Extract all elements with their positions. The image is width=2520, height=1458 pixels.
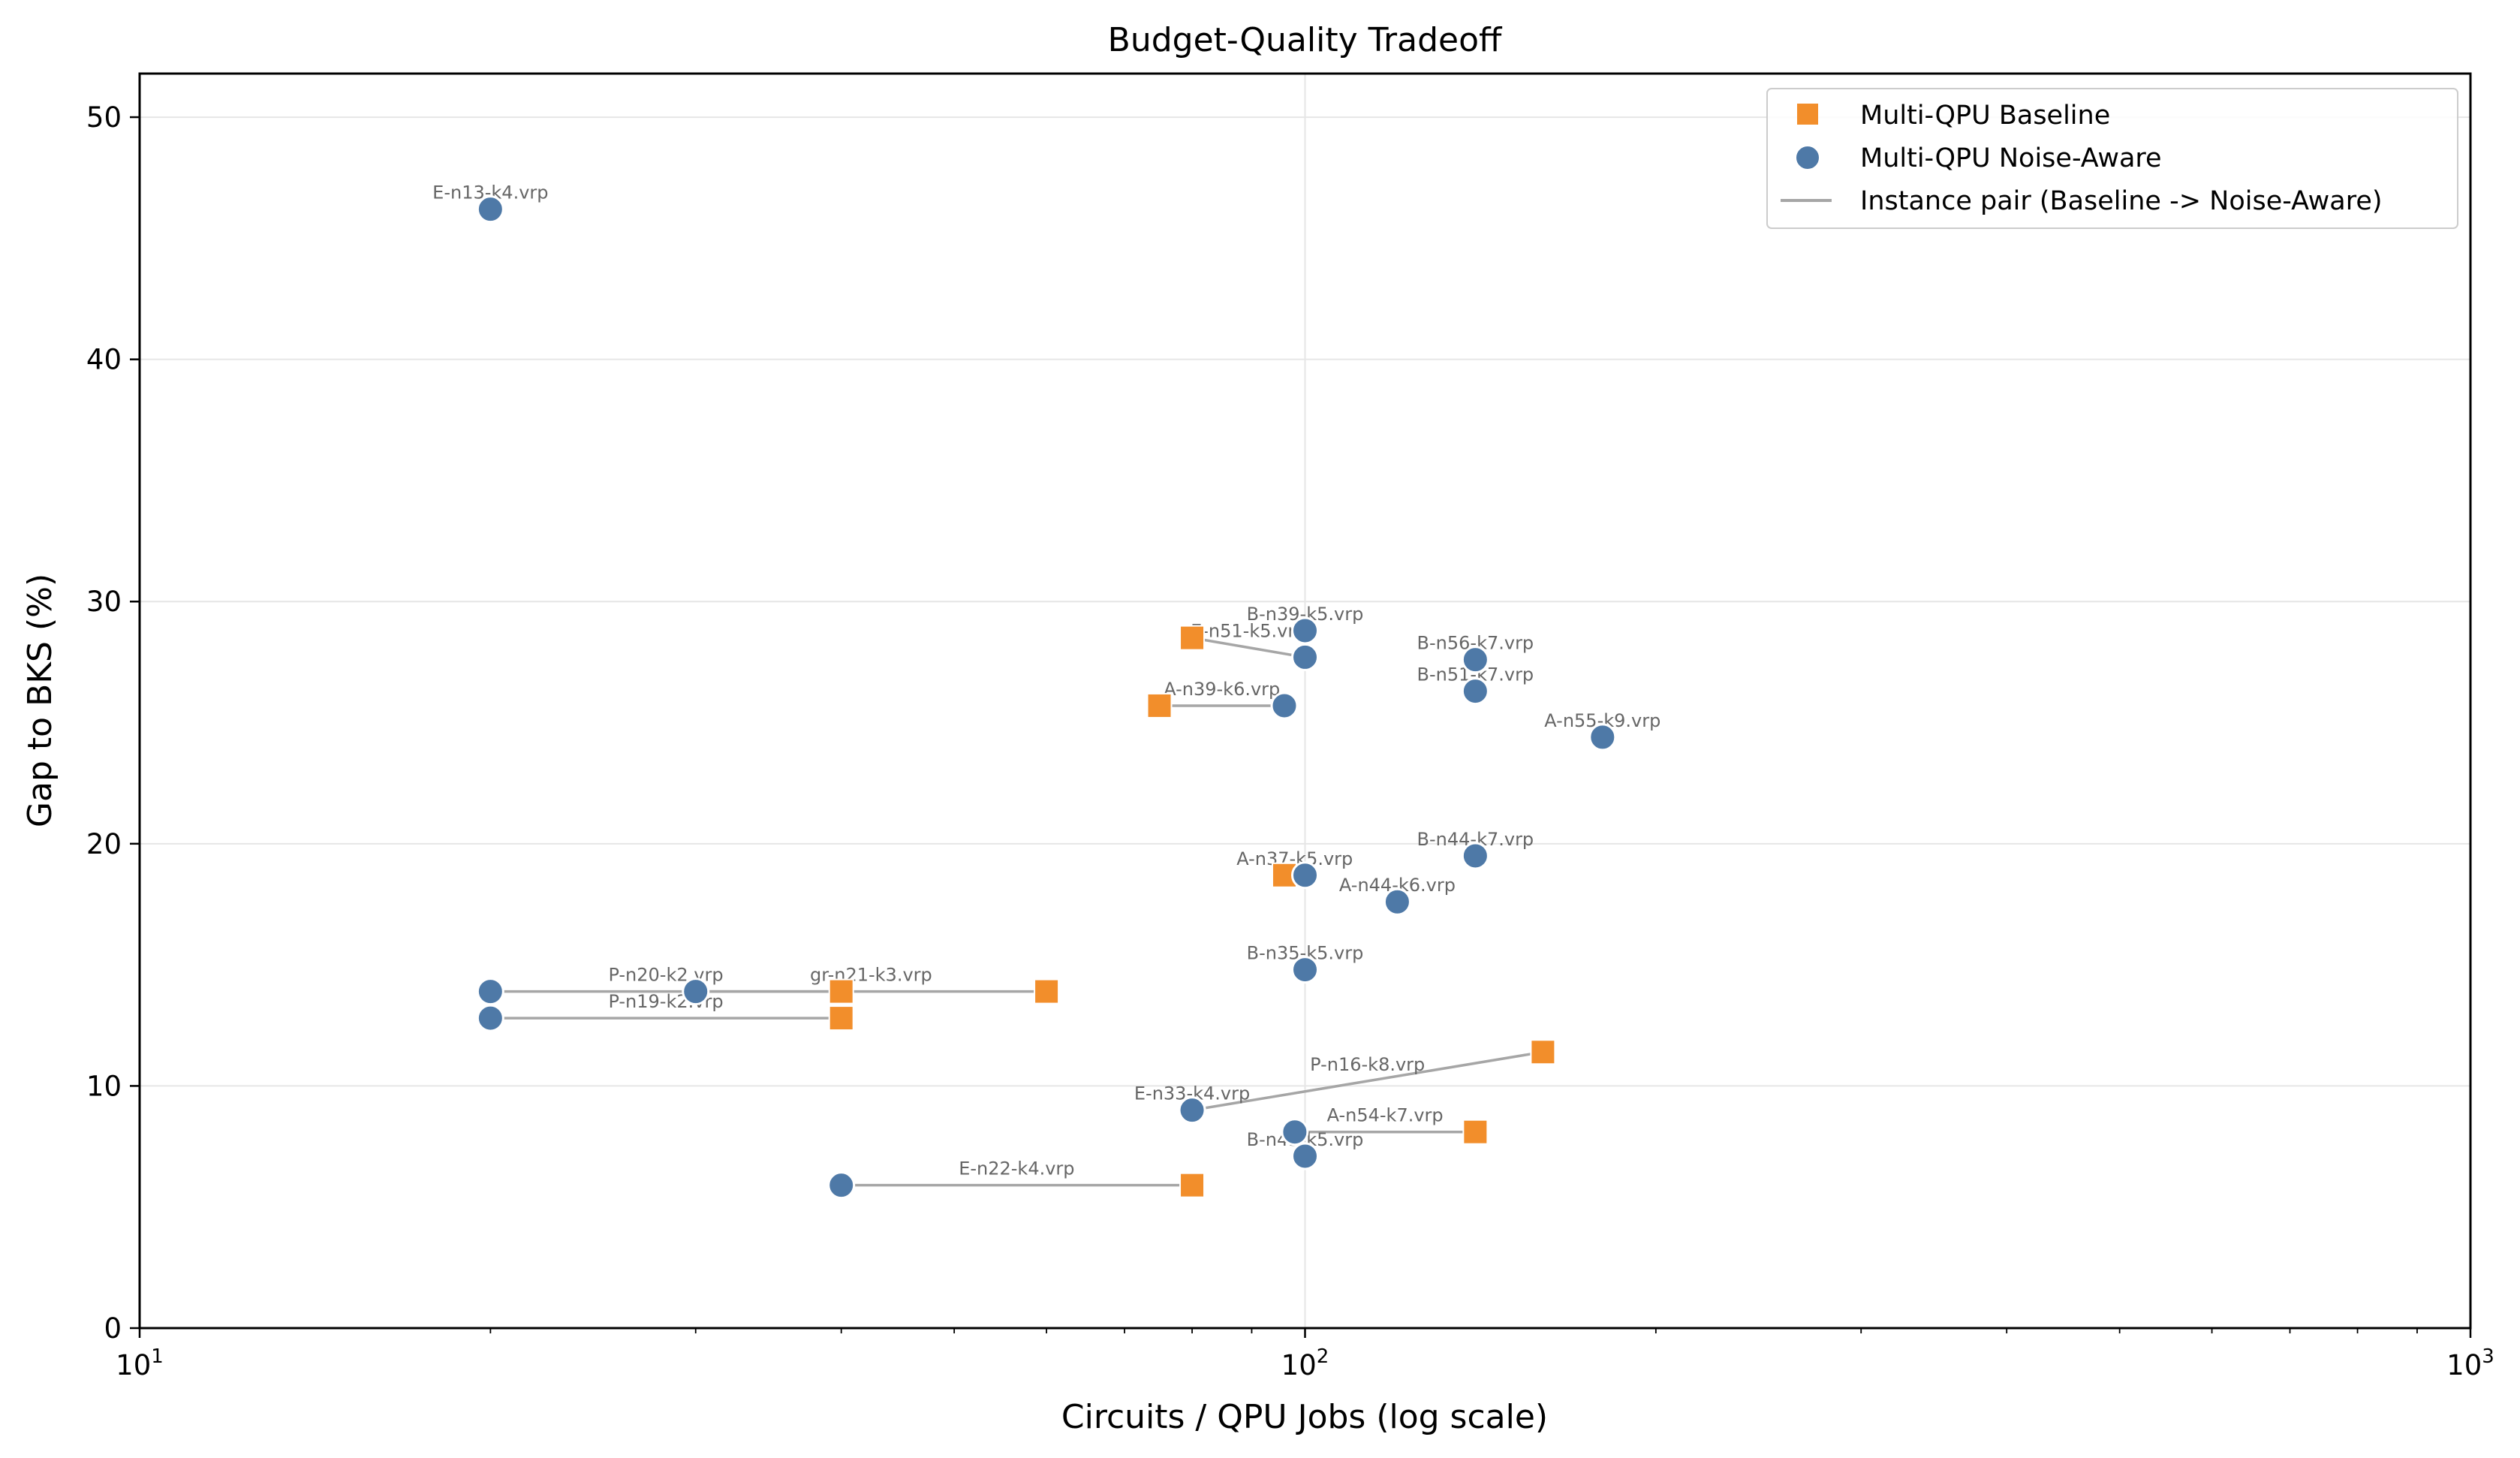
y-tick-label: 30 [86, 586, 122, 618]
y-tick-label: 40 [86, 344, 122, 376]
noise-aware-point [1178, 1096, 1206, 1125]
baseline-point [1146, 692, 1173, 718]
y-tick-label: 50 [86, 101, 122, 134]
legend-box [1766, 88, 2458, 229]
x-axis-label: Circuits / QPU Jobs (log scale) [1061, 1398, 1548, 1436]
noise-aware-point [1281, 1118, 1309, 1146]
legend-pair-label: Instance pair (Baseline -> Noise-Aware) [1860, 186, 2383, 216]
noise-aware-point [1461, 677, 1489, 706]
instance-pair-line [1191, 636, 1305, 659]
legend-baseline-label: Multi-QPU Baseline [1860, 101, 2110, 131]
baseline-point [828, 978, 854, 1005]
point-label: A-n54-k7.vrp [1327, 1105, 1444, 1126]
y-axis: 0 10 20 30 40 50 [86, 101, 140, 1345]
noise-aware-point [1461, 842, 1489, 870]
point-label: E-n51-k5.vrp [1191, 621, 1306, 642]
legend: Multi-QPU Baseline Multi-QPU Noise-Aware… [1766, 88, 2458, 229]
point-label: E-n22-k4.vrp [959, 1158, 1074, 1179]
baseline-point [1034, 978, 1060, 1005]
x-axis: 101 102 103 [116, 1328, 2494, 1381]
noise-aware-point [1291, 643, 1319, 671]
baseline-point [1530, 1039, 1556, 1065]
baseline-point [828, 1005, 854, 1032]
baseline-point [1179, 625, 1206, 651]
point-label: A-n39-k6.vrp [1164, 679, 1280, 700]
y-tick-label: 20 [86, 828, 122, 860]
noise-aware-point [1291, 956, 1319, 984]
legend-baseline-marker [1797, 104, 1818, 125]
point-label: gr-n21-k3.vrp [810, 965, 932, 986]
point-label: P-n16-k8.vrp [1310, 1054, 1425, 1075]
noise-aware-point [1291, 861, 1319, 890]
instance-pair-line [1191, 1050, 1543, 1112]
baseline-point [1462, 1119, 1489, 1145]
legend-noise-marker [1795, 145, 1820, 170]
noise-aware-point [1588, 723, 1617, 752]
noise-aware-point [682, 978, 710, 1006]
y-tick-label: 10 [86, 1070, 122, 1102]
x-tick-label: 102 [1281, 1345, 1329, 1381]
noise-aware-point [1291, 616, 1319, 645]
noise-aware-point [1291, 1142, 1319, 1170]
data-points [476, 195, 1617, 1200]
chart-title: Budget-Quality Tradeoff [1108, 21, 1503, 59]
y-axis-label: Gap to BKS (%) [21, 574, 59, 827]
instance-pair-lines [490, 636, 1543, 1187]
noise-aware-point [476, 978, 504, 1006]
noise-aware-point [1383, 887, 1411, 916]
noise-aware-point [476, 195, 504, 224]
x-tick-label: 103 [2446, 1345, 2494, 1381]
noise-aware-point [476, 1004, 504, 1032]
x-tick-label: 101 [116, 1345, 164, 1381]
noise-aware-point [827, 1171, 856, 1200]
legend-noise-label: Multi-QPU Noise-Aware [1860, 143, 2162, 173]
y-tick-label: 0 [104, 1312, 122, 1345]
noise-aware-point [1461, 646, 1489, 674]
baseline-point [1179, 1172, 1206, 1198]
noise-aware-point [1270, 691, 1299, 720]
